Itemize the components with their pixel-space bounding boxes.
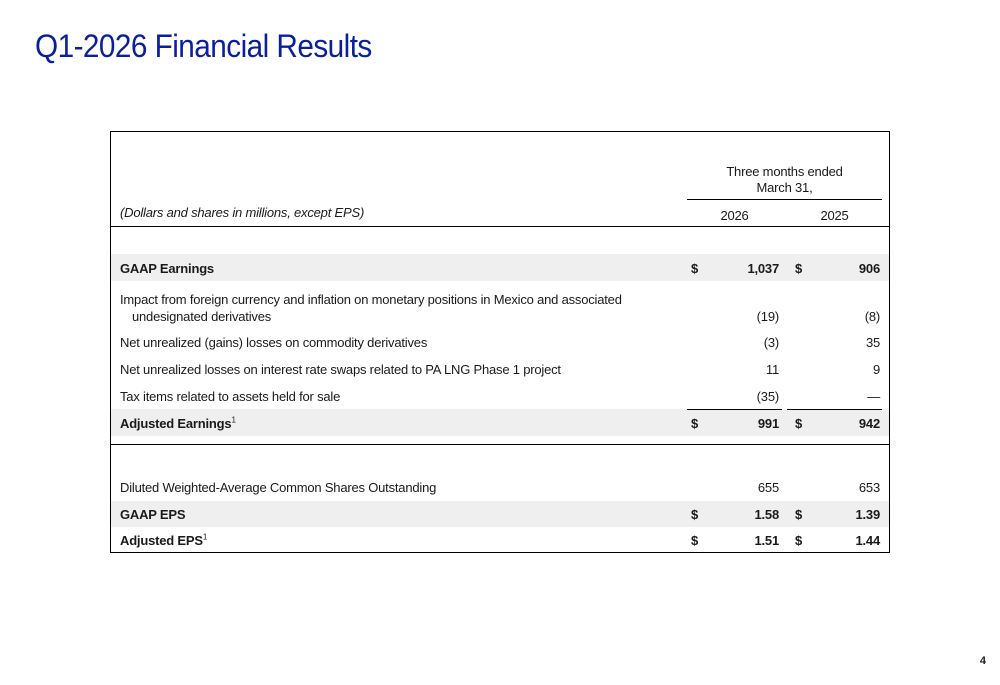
value-2025: 35 [865, 335, 880, 350]
units-note: (Dollars and shares in millions, except … [120, 205, 365, 220]
period-header-underline [687, 199, 882, 200]
row-label: Net unrealized (gains) losses on commodi… [120, 335, 428, 350]
section-divider [111, 444, 889, 445]
table-row-gaap-earnings: GAAP Earnings $ 1,037 $ 906 [111, 254, 889, 281]
table-row-interest-rate-swaps: Net unrealized losses on interest rate s… [111, 360, 889, 380]
table-row-tax-items: Tax items related to assets held for sal… [111, 387, 889, 407]
header-divider [111, 226, 889, 227]
page-number: 4 [979, 655, 986, 667]
value-2026: (35) [756, 389, 780, 404]
value-2026: 1.58 [754, 507, 779, 522]
value-2025: (8) [864, 309, 881, 324]
subtotal-rule-2026 [687, 409, 782, 410]
value-2025: 9 [872, 362, 880, 377]
column-header-2026: 2026 [720, 208, 749, 223]
period-header-line2: March 31, [756, 180, 813, 195]
value-2025: 1.44 [855, 533, 880, 548]
page-title: Q1-2026 Financial Results [35, 28, 372, 64]
value-2026: 655 [757, 480, 779, 495]
value-2025: 906 [858, 261, 880, 276]
period-header: Three months ended March 31, [687, 164, 882, 196]
column-header-2025: 2025 [820, 208, 849, 223]
row-label: Tax items related to assets held for sal… [120, 389, 341, 404]
table-row-gaap-eps: GAAP EPS $ 1.58 $ 1.39 [111, 501, 889, 527]
row-label: GAAP EPS [120, 507, 186, 522]
currency-symbol: $ [795, 507, 803, 522]
row-label-text: Adjusted Earnings [120, 416, 232, 431]
value-2025: — [867, 389, 880, 404]
row-label: GAAP Earnings [120, 261, 214, 276]
currency-symbol: $ [691, 507, 699, 522]
value-2025: 1.39 [855, 507, 880, 522]
table-row-diluted-shares: Diluted Weighted-Average Common Shares O… [111, 478, 889, 498]
period-header-line1: Three months ended [726, 164, 843, 179]
table-row-adjusted-earnings: Adjusted Earnings1 $ 991 $ 942 [111, 409, 889, 436]
subtotal-rule-2025 [787, 409, 882, 410]
table-row-commodity-derivatives: Net unrealized (gains) losses on commodi… [111, 333, 889, 353]
value-2026: (19) [756, 309, 780, 324]
row-label-line2: undesignated derivatives [132, 309, 272, 324]
row-label-text: Adjusted EPS [120, 533, 203, 548]
value-2026: 991 [757, 416, 779, 431]
value-2026: 1,037 [747, 261, 779, 276]
footnote-marker: 1 [202, 532, 208, 542]
row-label: Adjusted Earnings1 [120, 416, 236, 431]
table-row-adjusted-eps: Adjusted EPS1 $ 1.51 $ 1.44 [111, 527, 889, 553]
table-row-fx-impact: Impact from foreign currency and inflati… [111, 289, 889, 329]
currency-symbol: $ [795, 533, 803, 548]
value-2025: 942 [858, 416, 880, 431]
row-label-line1: Impact from foreign currency and inflati… [120, 292, 622, 307]
currency-symbol: $ [691, 261, 699, 276]
value-2026: (3) [763, 335, 780, 350]
currency-symbol: $ [691, 533, 699, 548]
row-label: Diluted Weighted-Average Common Shares O… [120, 480, 437, 495]
footnote-marker: 1 [231, 415, 236, 425]
row-label: Net unrealized losses on interest rate s… [120, 362, 561, 377]
value-2026: 11 [765, 362, 779, 377]
row-label: Adjusted EPS1 [120, 533, 207, 548]
value-2025: 653 [858, 480, 880, 495]
currency-symbol: $ [795, 416, 803, 431]
currency-symbol: $ [691, 416, 699, 431]
value-2026: 1.51 [754, 533, 779, 548]
currency-symbol: $ [795, 261, 803, 276]
financial-results-table: Three months ended March 31, (Dollars an… [110, 131, 890, 553]
